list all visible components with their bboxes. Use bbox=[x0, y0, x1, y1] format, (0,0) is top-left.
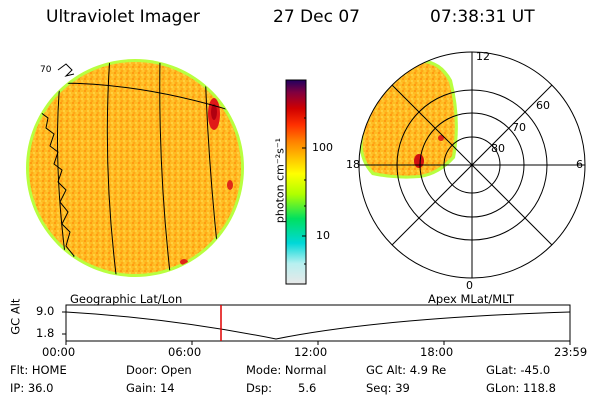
status-flt: Flt: HOME bbox=[10, 363, 67, 377]
timeline-tick-1200: 12:00 bbox=[294, 345, 328, 359]
instrument-title: Ultraviolet Imager bbox=[46, 7, 200, 27]
status-ip: IP: 36.0 bbox=[10, 381, 54, 395]
timeline-ymin: 1.8 bbox=[36, 326, 55, 340]
timeline-tick-2359: 23:59 bbox=[554, 345, 588, 359]
mlat-label-60: 60 bbox=[536, 99, 550, 112]
observation-time: 07:38:31 UT bbox=[430, 7, 535, 27]
geo-coastline bbox=[29, 95, 77, 276]
status-mode: Mode: Normal bbox=[246, 363, 327, 377]
colorbar bbox=[285, 79, 307, 285]
timeline-ylabel: GC Alt bbox=[8, 298, 23, 335]
status-gc-alt: GC Alt: 4.9 Re bbox=[366, 363, 447, 377]
colorbar-tick-10: 10 bbox=[316, 229, 330, 242]
geo-panel-label: Geographic Lat/Lon bbox=[70, 292, 183, 306]
status-glon: GLon: 118.8 bbox=[486, 381, 556, 395]
geo-lat-label: 70 bbox=[40, 65, 52, 75]
colorbar-unit-label: photon cm⁻²s⁻¹ bbox=[273, 137, 287, 224]
geo-disk bbox=[29, 62, 241, 274]
polar-aurora-hotspot bbox=[414, 154, 424, 168]
mlt-label-6: 6 bbox=[576, 158, 583, 171]
timeline-frame bbox=[65, 304, 571, 342]
polar-plot bbox=[358, 51, 586, 279]
colorbar-scale bbox=[285, 79, 307, 285]
timeline-ymax: 9.0 bbox=[36, 304, 55, 318]
status-door: Door: Open bbox=[126, 363, 192, 377]
polar-panel-label: Apex MLat/MLT bbox=[428, 292, 515, 306]
mlt-label-12: 12 bbox=[476, 50, 490, 63]
polar-grid bbox=[358, 51, 586, 279]
status-dsp-label: Dsp: bbox=[246, 381, 273, 395]
status-glat: GLat: -45.0 bbox=[486, 363, 551, 377]
timeline-tick-0000: 00:00 bbox=[42, 345, 76, 359]
colorbar-tick-100: 100 bbox=[312, 141, 333, 154]
status-seq: Seq: 39 bbox=[366, 381, 410, 395]
timeline-tick-1800: 18:00 bbox=[420, 345, 454, 359]
geographic-image bbox=[26, 59, 244, 277]
mlat-label-70: 70 bbox=[512, 121, 526, 134]
altitude-curve bbox=[65, 311, 571, 340]
mlt-label-0: 0 bbox=[466, 279, 473, 292]
status-dsp-value: 5.6 bbox=[298, 381, 317, 395]
status-gain: Gain: 14 bbox=[126, 381, 175, 395]
altitude-timeline bbox=[62, 304, 571, 345]
timeline-tick-0600: 06:00 bbox=[168, 345, 202, 359]
mlat-label-80: 80 bbox=[491, 142, 505, 155]
mlt-label-18: 18 bbox=[346, 158, 360, 171]
observation-date: 27 Dec 07 bbox=[273, 7, 360, 27]
